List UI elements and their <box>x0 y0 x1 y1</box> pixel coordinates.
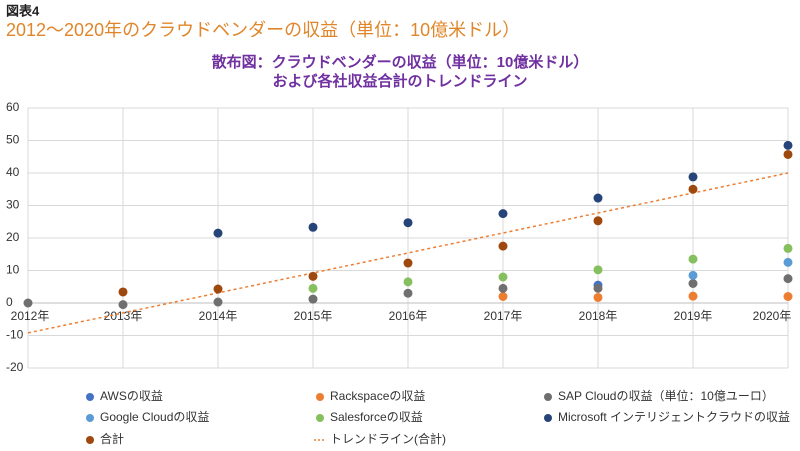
point <box>213 228 223 238</box>
legend-label: AWSの収益 <box>100 389 163 403</box>
point <box>213 297 223 307</box>
subtitle: 2012〜2020年のクラウドベンダーの収益（単位：10億米ドル） <box>6 20 520 40</box>
point <box>403 258 413 268</box>
x-tick-label: 2016年 <box>389 309 428 323</box>
legend-marker <box>86 436 94 444</box>
point <box>498 209 508 219</box>
point <box>783 257 793 267</box>
point <box>593 216 603 226</box>
point <box>118 287 128 297</box>
point <box>498 292 508 301</box>
y-tick-label: 50 <box>6 133 20 147</box>
legend-label: SAP Cloudの収益（単位：10億ユーロ） <box>558 388 774 403</box>
legend-marker <box>544 414 552 422</box>
point <box>308 271 318 281</box>
y-tick-label: -10 <box>6 328 24 342</box>
point <box>688 172 698 182</box>
y-tick-label: 30 <box>6 198 20 212</box>
x-tick-label: 2018年 <box>579 309 618 323</box>
x-tick-label: 2019年 <box>674 309 713 323</box>
y-tick-label: 60 <box>6 100 20 114</box>
point <box>498 241 508 251</box>
x-tick-label: 2012年 <box>11 309 50 323</box>
legend-marker <box>316 393 324 401</box>
point <box>308 222 318 232</box>
y-tick-label: 10 <box>6 263 20 277</box>
point <box>403 218 413 228</box>
chart-title: 散布図：クラウドベンダーの収益（単位：10億米ドル） <box>212 53 589 71</box>
legend-label: Microsoft インテリジェントクラウドの収益 <box>558 410 790 424</box>
legend-label: 合計 <box>100 431 124 446</box>
point <box>783 292 793 301</box>
legend-label: Rackspaceの収益 <box>330 389 425 403</box>
chart-title: および各社収益合計のトレンドライン <box>272 72 527 90</box>
legend-marker <box>86 414 94 422</box>
point <box>783 149 793 159</box>
point <box>783 274 793 284</box>
point <box>308 283 318 293</box>
point <box>498 283 508 293</box>
x-tick-label: 2017年 <box>484 309 523 323</box>
x-tick-label: 2014年 <box>199 309 238 323</box>
point <box>593 292 603 302</box>
point <box>688 184 698 194</box>
legend-label: Salesforceの収益 <box>330 410 423 424</box>
point <box>688 279 698 288</box>
y-tick-label: 40 <box>6 165 20 179</box>
y-tick-label: 0 <box>6 295 13 309</box>
point <box>118 300 128 310</box>
point <box>403 288 413 298</box>
point <box>23 298 33 308</box>
x-tick-label: 2020年 <box>753 309 792 323</box>
point <box>593 265 603 275</box>
legend-label: Google Cloudの収益 <box>100 410 209 424</box>
point <box>213 284 223 294</box>
point <box>688 291 698 301</box>
point <box>688 254 698 264</box>
point <box>688 270 698 280</box>
legend-marker <box>544 393 552 401</box>
y-tick-label: 20 <box>6 230 20 244</box>
legend-marker <box>86 393 94 401</box>
x-tick-label: 2013年 <box>104 309 143 323</box>
point <box>498 272 508 282</box>
legend-label: トレンドライン(合計) <box>330 431 446 446</box>
point <box>783 140 793 150</box>
point <box>403 277 413 287</box>
point <box>308 294 318 304</box>
point <box>783 243 793 253</box>
figure-label: 図表4 <box>6 3 40 18</box>
legend-marker <box>316 414 324 422</box>
point <box>593 193 603 203</box>
x-tick-label: 2015年 <box>294 309 333 323</box>
y-tick-label: -20 <box>6 360 24 374</box>
point <box>593 283 603 293</box>
